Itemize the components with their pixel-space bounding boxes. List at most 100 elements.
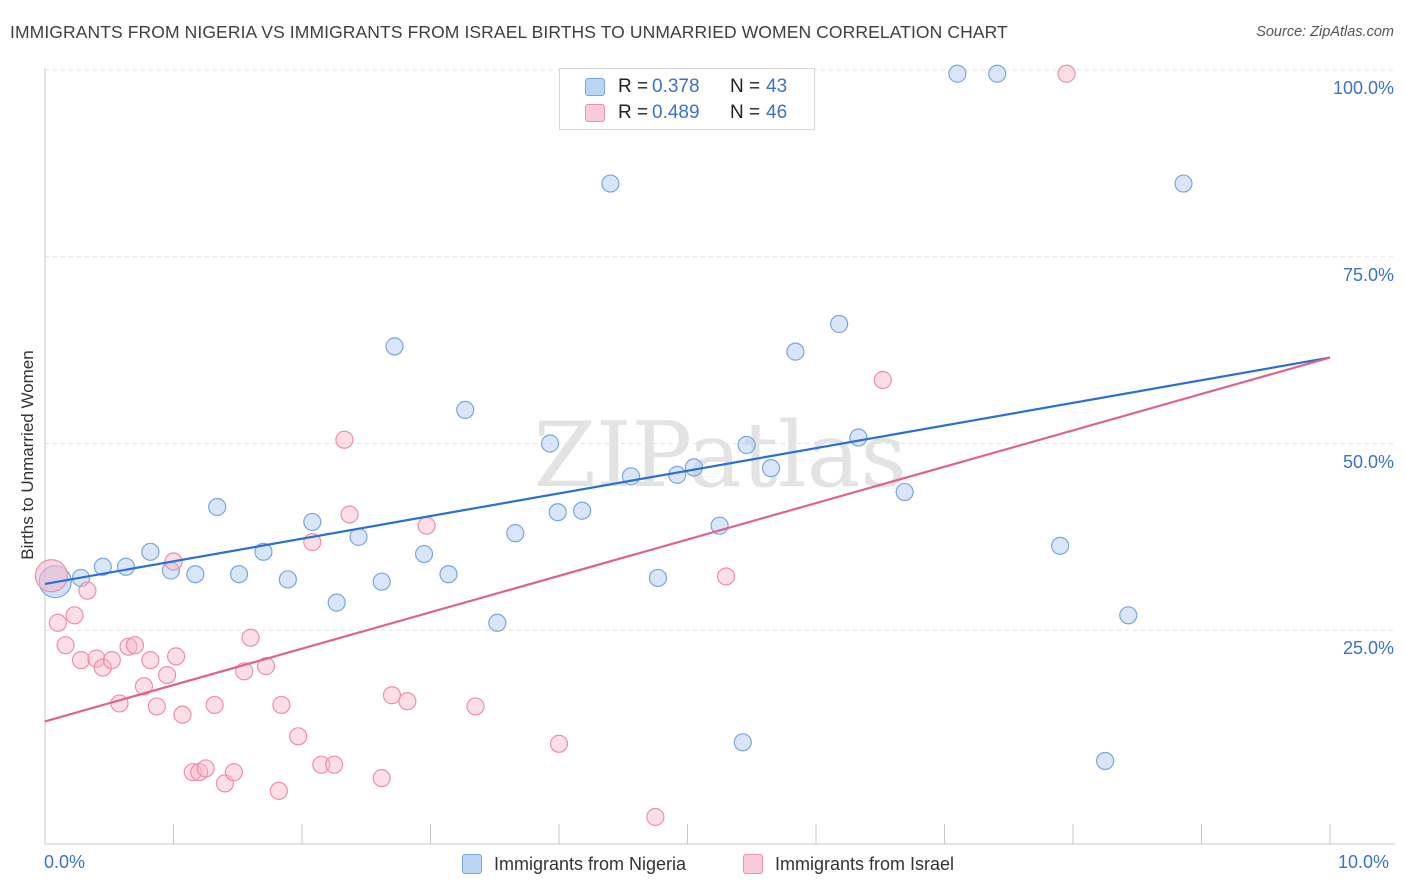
data-point <box>325 755 344 774</box>
data-point <box>648 568 668 588</box>
data-point <box>849 428 868 447</box>
series-legend-nigeria: Immigrants from Nigeria <box>462 852 686 876</box>
data-point <box>466 697 485 716</box>
data-point <box>224 763 243 782</box>
legend-swatch-israel <box>585 104 605 122</box>
data-point <box>414 544 434 564</box>
legend-swatch-nigeria <box>462 854 482 874</box>
data-point <box>229 565 249 584</box>
data-point <box>196 759 215 778</box>
data-point <box>78 581 97 600</box>
data-point <box>272 695 291 715</box>
data-point <box>540 434 560 453</box>
data-point <box>716 567 736 586</box>
data-point <box>761 459 781 478</box>
data-point <box>548 503 567 522</box>
data-point <box>340 505 359 524</box>
data-point <box>186 565 205 584</box>
data-point <box>48 613 67 632</box>
legend-swatch-nigeria <box>585 78 605 96</box>
data-point <box>948 64 967 83</box>
y-tick-label: 75.0% <box>1342 264 1394 285</box>
data-point <box>439 565 458 584</box>
data-point <box>269 781 288 800</box>
legend-n-value: 46 <box>766 102 788 123</box>
data-point <box>93 557 112 576</box>
y-tick-label: 25.0% <box>1342 638 1394 659</box>
data-point <box>116 557 136 576</box>
legend-label-israel: Immigrants from Israel <box>775 853 955 874</box>
data-point <box>668 465 687 484</box>
legend-r-value: 0.378 <box>652 76 700 97</box>
data-point <box>733 733 752 752</box>
trend-layer <box>44 356 1331 723</box>
chart-title: IMMIGRANTS FROM NIGERIA VS IMMIGRANTS FR… <box>10 22 1008 42</box>
data-point <box>166 647 186 666</box>
data-point <box>1096 751 1115 771</box>
data-point <box>549 734 569 753</box>
data-point <box>488 613 507 632</box>
data-point <box>398 692 417 711</box>
data-point <box>147 697 166 716</box>
data-point <box>873 370 892 390</box>
data-point <box>372 572 391 591</box>
series-legend-israel: Immigrants from Israel <box>743 852 954 876</box>
data-point <box>254 542 273 561</box>
watermark: ZIPatlas <box>533 403 906 508</box>
data-point <box>1051 536 1070 555</box>
data-point <box>372 769 391 788</box>
data-point <box>157 665 177 685</box>
data-point <box>125 636 145 655</box>
legend-r-value: 0.489 <box>652 102 700 123</box>
data-point <box>335 430 354 449</box>
data-point <box>830 314 849 334</box>
data-point <box>205 695 224 715</box>
trend-line-israel <box>44 356 1331 723</box>
source-label: Source: ZipAtlas.com <box>1256 24 1394 40</box>
data-point <box>278 570 297 589</box>
data-point <box>382 686 402 705</box>
data-point <box>506 524 525 543</box>
data-point <box>56 636 75 655</box>
data-point <box>173 705 192 724</box>
data-point <box>456 400 475 419</box>
data-point <box>1057 64 1076 83</box>
data-point <box>34 559 69 593</box>
data-point <box>573 501 592 520</box>
y-tick-label: 50.0% <box>1342 451 1394 472</box>
data-point <box>646 807 665 827</box>
data-point <box>141 651 160 670</box>
legend-swatch-israel <box>743 854 763 874</box>
data-point <box>119 637 138 656</box>
legend-n-value: 43 <box>766 76 788 97</box>
trend-line-nigeria <box>44 356 1331 586</box>
data-point <box>65 606 84 625</box>
legend-r-label: R = <box>618 76 649 97</box>
data-point <box>786 342 805 361</box>
data-point <box>256 657 276 676</box>
data-point <box>134 677 154 696</box>
data-point <box>737 435 756 455</box>
stats-legend: R = 0.378 N = 43 R = 0.489 N = 46 <box>559 68 815 130</box>
data-point <box>895 482 914 502</box>
data-point <box>417 516 436 535</box>
data-point <box>102 651 121 670</box>
x-tick-label-min: 0.0% <box>44 852 86 872</box>
data-point <box>208 497 227 517</box>
gridlines <box>45 69 1395 631</box>
data-point <box>684 458 704 477</box>
legend-label-nigeria: Immigrants from Nigeria <box>494 853 687 874</box>
data-point <box>289 727 308 746</box>
data-point <box>601 174 620 193</box>
data-point <box>241 628 260 647</box>
data-point <box>988 64 1007 83</box>
legend-n-label: N = <box>730 76 761 97</box>
data-point <box>303 512 322 532</box>
data-point <box>141 542 160 561</box>
data-point <box>1119 606 1138 625</box>
x-tick-label-max: 10.0% <box>1338 852 1390 872</box>
y-tick-label: 100.0% <box>1332 78 1394 98</box>
data-point <box>327 593 346 612</box>
legend-n-label: N = <box>730 102 761 123</box>
